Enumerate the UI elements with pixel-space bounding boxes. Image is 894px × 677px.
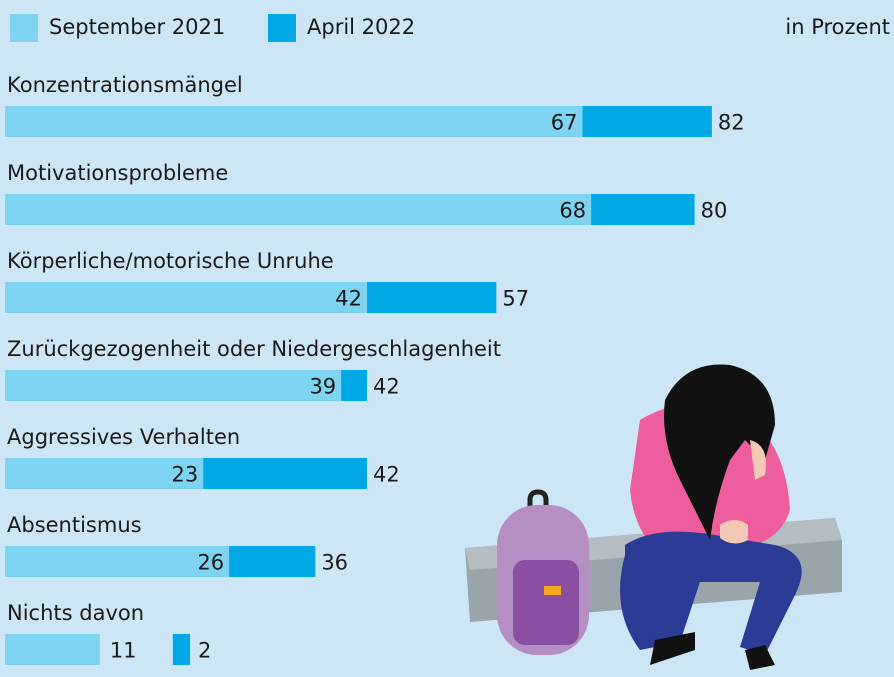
unit-note: in Prozent [785,15,890,39]
value-label: 42 [373,375,400,399]
bar-september [5,546,229,577]
value-label: 42 [335,287,362,311]
category-label: Zurückgezogenheit oder Niedergeschlagenh… [7,337,501,361]
category-label: Konzentrationsmängel [7,73,243,97]
value-label: 39 [309,375,336,399]
legend-label: April 2022 [307,15,415,39]
category-label: Nichts davon [7,601,144,625]
value-label: 2 [198,639,211,663]
bar-september [5,370,341,401]
chart: in Prozent September 2021 April 2022 Konze… [0,0,894,677]
legend-swatch [268,14,296,42]
bar-september [5,194,591,225]
category-label: Motivationsprobleme [7,161,228,185]
value-label: 67 [551,111,578,135]
bar-september [5,106,583,137]
legend-label: September 2021 [49,15,225,39]
value-label: 82 [718,111,745,135]
value-label: 36 [321,551,348,575]
bar-april [173,634,190,665]
value-label: 42 [373,463,400,487]
category-label: Absentismus [7,513,142,537]
value-label: 11 [110,639,137,663]
value-label: 23 [172,463,199,487]
value-label: 68 [559,199,586,223]
category-label: Aggressives Verhalten [7,425,240,449]
value-label: 26 [197,551,224,575]
legend-swatch [10,14,38,42]
value-label: 57 [502,287,529,311]
bar-september [5,634,100,665]
value-label: 80 [701,199,728,223]
category-label: Körperliche/motorische Unruhe [7,249,334,273]
bar-september [5,282,367,313]
